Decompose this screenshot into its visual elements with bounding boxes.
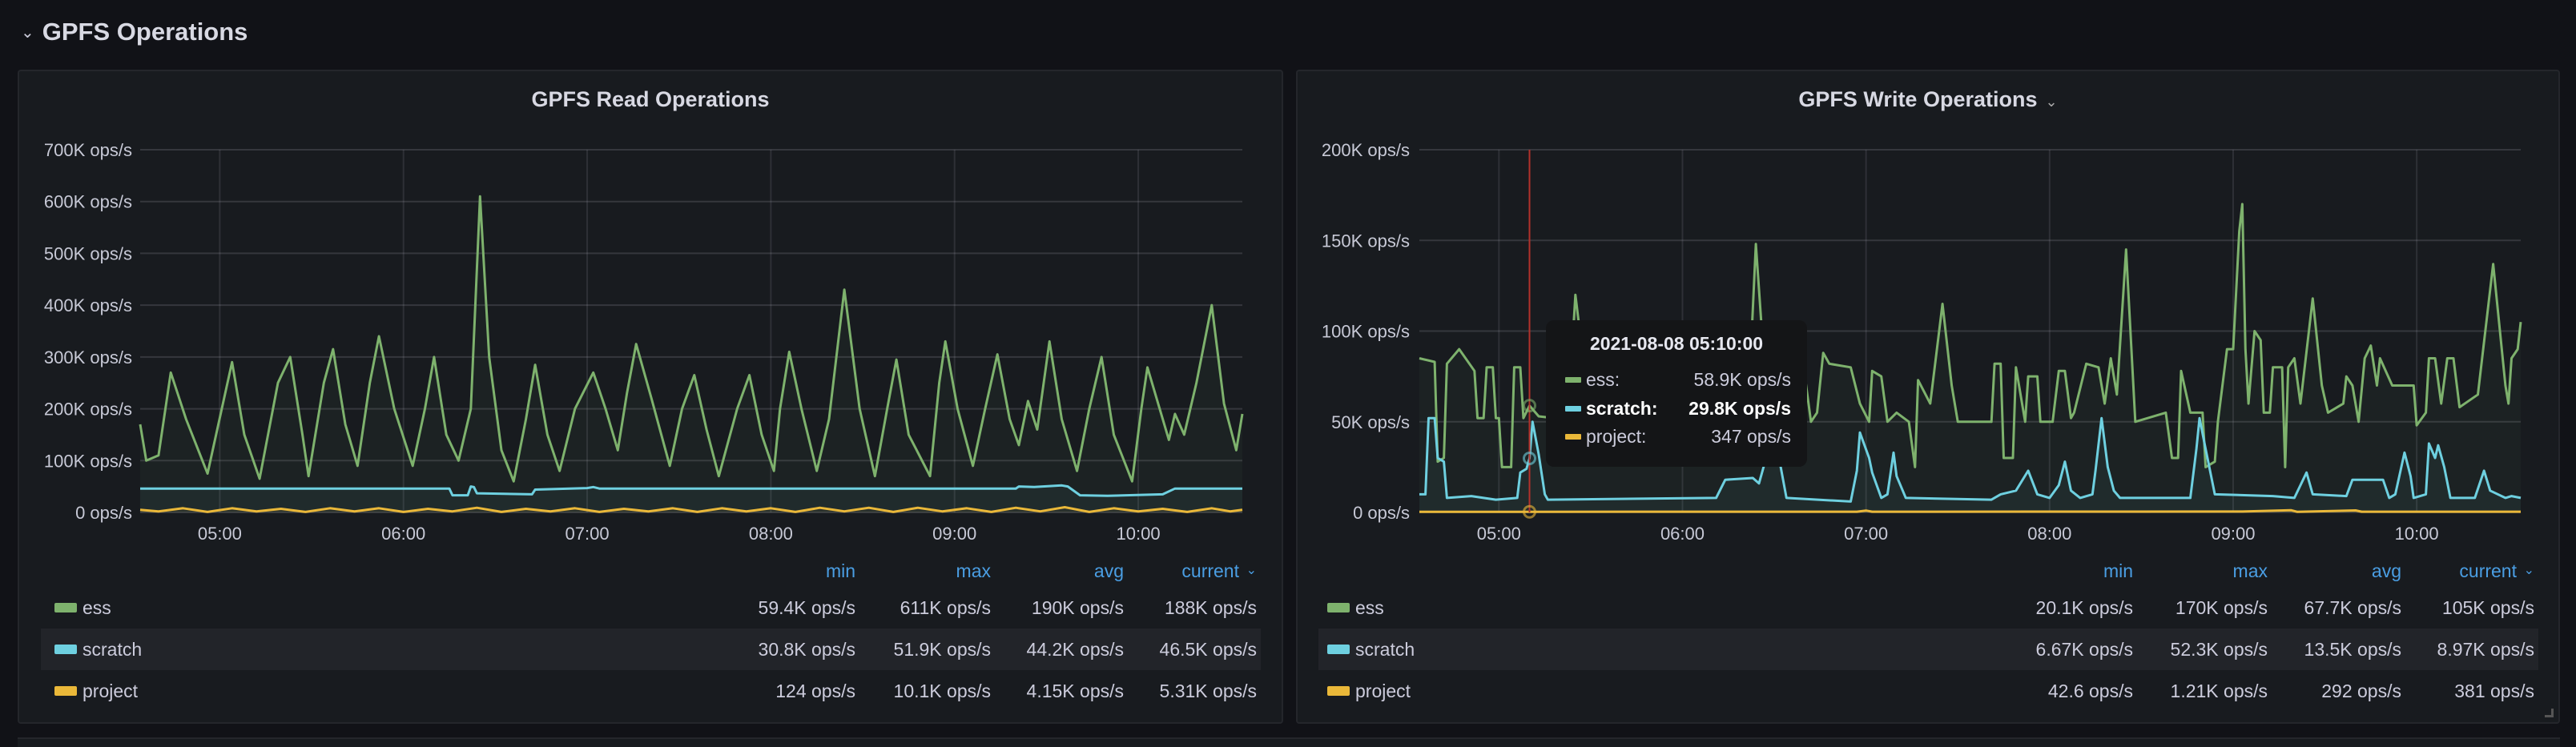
chevron-down-icon[interactable]: ⌄ [21, 23, 34, 42]
legend-avg-value: 67.7K ops/s [2304, 597, 2401, 618]
legend-item-scratch[interactable]: scratch 30.8K ops/s 51.9K ops/s 44.2K ops/s… [41, 629, 1261, 670]
panel-title-text: GPFS Read Operations [531, 87, 770, 111]
legend-item-scratch[interactable]: scratch 6.67K ops/s 52.3K ops/s 13.5K ops/s… [1318, 629, 2538, 670]
legend-sort-min[interactable]: min [2103, 560, 2133, 581]
legend-current-value: 46.5K ops/s [1159, 639, 1257, 660]
legend-series-name[interactable]: scratch [1355, 639, 1415, 660]
legend-min-value: 6.67K ops/s [2035, 639, 2133, 660]
legend-max-value: 611K ops/s [900, 597, 991, 618]
series-color-swatch[interactable] [54, 645, 77, 654]
legend-avg-value: 4.15K ops/s [1026, 681, 1124, 701]
series-color-swatch[interactable] [1327, 603, 1350, 612]
legend-min-value: 124 ops/s [775, 681, 855, 701]
tooltip-row-scratch: scratch: 29.8K ops/s [1565, 395, 1791, 422]
legend-sort-current[interactable]: current [1181, 560, 1239, 581]
resize-handle[interactable] [2545, 709, 2554, 717]
legend-avg-value: 292 ops/s [2321, 681, 2401, 701]
series-swatch [1565, 406, 1581, 412]
legend-item-project[interactable]: project 124 ops/s 10.1K ops/s 4.15K ops/s 5.… [41, 670, 1261, 712]
series-swatch [1565, 377, 1581, 383]
legend-sort-current[interactable]: current [2459, 560, 2517, 581]
series-color-swatch[interactable] [54, 686, 77, 696]
legend-current-value: 188K ops/s [1164, 597, 1257, 618]
legend-avg-value: 13.5K ops/s [2304, 639, 2401, 660]
legend-min-value: 42.6 ops/s [2047, 681, 2133, 701]
legend-min-value: 20.1K ops/s [2035, 597, 2133, 618]
legend-item-ess[interactable]: ess 20.1K ops/s 170K ops/s 67.7K ops/s 105K … [1318, 587, 2538, 629]
legend-max-value: 10.1K ops/s [893, 681, 991, 701]
panel-title[interactable]: GPFS Read Operations [19, 87, 1282, 112]
legend-min-value: 30.8K ops/s [758, 639, 855, 660]
series-color-swatch[interactable] [1327, 686, 1350, 696]
legend-series-name[interactable]: project [1355, 681, 1411, 701]
legend-header: min max avg current ⌄ [41, 550, 1261, 592]
legend-avg-value: 44.2K ops/s [1026, 639, 1124, 660]
chevron-down-icon[interactable]: ⌄ [2523, 564, 2534, 577]
tooltip-label: project: [1586, 426, 1647, 447]
series-swatch [1565, 434, 1581, 440]
tooltip-label: scratch: [1586, 398, 1658, 419]
row-title: GPFS Operations [42, 18, 248, 46]
tooltip-label: ess: [1586, 369, 1620, 390]
legend-sort-max[interactable]: max [2232, 560, 2268, 581]
chevron-down-icon[interactable]: ⌄ [2045, 94, 2058, 110]
row-header[interactable]: ⌄ GPFS Operations [21, 14, 248, 50]
legend-header: min max avg current ⌄ [1318, 550, 2538, 592]
legend-current-value: 5.31K ops/s [1159, 681, 1257, 701]
legend-series-name[interactable]: ess [1355, 597, 1384, 618]
legend-max-value: 1.21K ops/s [2170, 681, 2268, 701]
legend-sort-avg[interactable]: avg [2371, 560, 2401, 581]
legend-sort-avg[interactable]: avg [1093, 560, 1124, 581]
legend-max-value: 51.9K ops/s [893, 639, 991, 660]
legend-max-value: 170K ops/s [2175, 597, 2268, 618]
hover-tooltip: 2021-08-08 05:10:00 ess: 58.9K ops/s scr… [1546, 320, 1807, 467]
tooltip-row-project: project: 347 ops/s [1565, 423, 1791, 450]
legend-item-ess[interactable]: ess 59.4K ops/s 611K ops/s 190K ops/s 188K o… [41, 587, 1261, 629]
series-color-swatch[interactable] [1327, 645, 1350, 654]
tooltip-value: 347 ops/s [1711, 426, 1791, 447]
tooltip-time: 2021-08-08 05:10:00 [1589, 333, 1764, 354]
legend-series-name[interactable]: ess [83, 597, 111, 618]
legend-current-value: 8.97K ops/s [2437, 639, 2534, 660]
tooltip-row-ess: ess: 58.9K ops/s [1565, 366, 1791, 393]
series-color-swatch[interactable] [54, 603, 77, 612]
legend-avg-value: 190K ops/s [1031, 597, 1124, 618]
legend-sort-max[interactable]: max [956, 560, 991, 581]
legend-max-value: 52.3K ops/s [2170, 639, 2268, 660]
tooltip-value: 29.8K ops/s [1688, 398, 1791, 419]
legend-current-value: 381 ops/s [2454, 681, 2534, 701]
chevron-down-icon[interactable]: ⌄ [1246, 564, 1257, 577]
legend-min-value: 59.4K ops/s [758, 597, 855, 618]
legend-series-name[interactable]: scratch [83, 639, 143, 660]
legend-sort-min[interactable]: min [825, 560, 855, 581]
legend-current-value: 105K ops/s [2441, 597, 2534, 618]
panel-title[interactable]: GPFS Write Operations ⌄ [1298, 87, 2558, 112]
legend-series-name[interactable]: project [83, 681, 139, 701]
panel-title-text: GPFS Write Operations [1798, 87, 2038, 111]
next-panel-edge [18, 737, 2560, 747]
tooltip-value: 58.9K ops/s [1693, 369, 1791, 390]
legend-item-project[interactable]: project 42.6 ops/s 1.21K ops/s 292 ops/s 381… [1318, 670, 2538, 712]
